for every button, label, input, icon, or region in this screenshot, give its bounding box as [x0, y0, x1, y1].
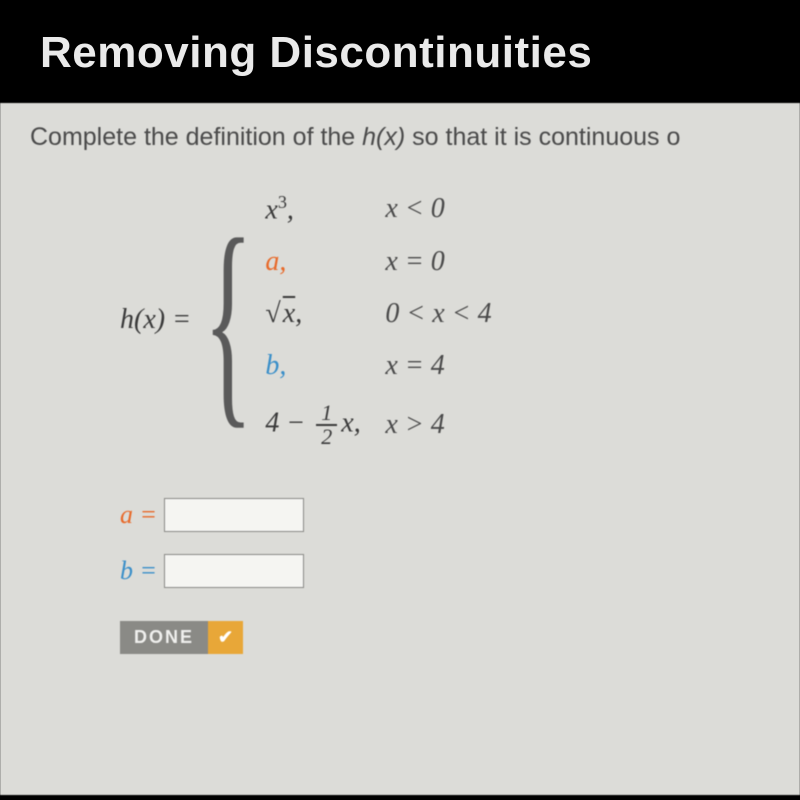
left-brace: { [203, 228, 253, 412]
case-expr-1: a, [265, 246, 385, 278]
done-label: DONE [120, 621, 208, 654]
input-b[interactable] [164, 554, 304, 588]
case-cond-2: 0 < x < 4 [385, 298, 545, 330]
function-label: h(x) = [120, 304, 191, 336]
case-expr-3: b, [265, 350, 385, 382]
piecewise-function: h(x) = { x3, x < 0 a, x = 0 √x, 0 < x < … [120, 192, 770, 448]
header: Removing Discontinuities [0, 8, 800, 103]
instruction-prefix: Complete the definition of the [30, 123, 362, 151]
case-expr-4: 4 − 12x, [265, 402, 385, 448]
content-panel: Complete the definition of the h(x) so t… [0, 103, 800, 795]
screen: Removing Discontinuities Complete the de… [0, 0, 800, 800]
input-row-b: b = [120, 554, 770, 588]
done-button[interactable]: DONE ✔ [120, 620, 243, 654]
inputs-section: a = b = [120, 498, 770, 588]
page-title: Removing Discontinuities [40, 28, 760, 78]
cases-grid: x3, x < 0 a, x = 0 √x, 0 < x < 4 b, x = … [265, 192, 545, 448]
case-cond-3: x = 4 [385, 350, 545, 382]
check-icon: ✔ [208, 621, 243, 654]
case-cond-4: x > 4 [385, 409, 545, 441]
case-cond-1: x = 0 [385, 246, 545, 278]
input-a[interactable] [164, 498, 304, 532]
case-expr-2: √x, [265, 298, 385, 330]
instruction-fn: h(x) [362, 123, 405, 151]
input-label-b: b = [120, 556, 164, 586]
case-expr-0: x3, [265, 192, 385, 226]
input-label-a: a = [120, 500, 164, 530]
case-cond-0: x < 0 [385, 193, 545, 225]
input-row-a: a = [120, 498, 770, 532]
instruction-text: Complete the definition of the h(x) so t… [30, 123, 770, 152]
instruction-suffix: so that it is continuous o [405, 123, 680, 151]
